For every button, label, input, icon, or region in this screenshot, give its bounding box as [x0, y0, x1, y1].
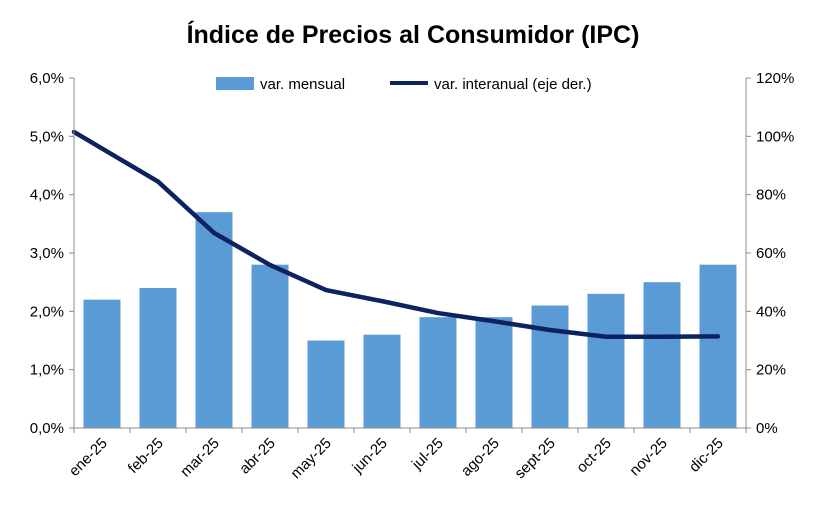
bar-sept-25: [531, 305, 569, 428]
right-tick-label: 60%: [756, 245, 786, 262]
legend: var. mensual var. interanual (eje der.): [216, 76, 592, 93]
bar-feb-25: [139, 288, 177, 428]
bar-may-25: [307, 340, 345, 428]
right-tick-label: 100%: [756, 128, 794, 145]
bar-jun-25: [363, 334, 401, 428]
left-tick-label: 6,0%: [30, 70, 64, 87]
left-tick-label: 1,0%: [30, 362, 64, 379]
x-tick-label: may-25: [287, 435, 334, 482]
bar-ene-25: [83, 299, 121, 428]
bar-ago-25: [475, 317, 513, 428]
x-tick-label: mar-25: [177, 435, 223, 481]
x-tick-label: dic-25: [686, 435, 727, 476]
line-series-layer: [71, 129, 721, 339]
bar-oct-25: [587, 293, 625, 428]
chart-title: Índice de Precios al Consumidor (IPC): [187, 20, 640, 49]
right-tick-label: 0%: [756, 420, 778, 437]
left-tick-label: 4,0%: [30, 187, 64, 204]
x-tick-label: sept-25: [511, 435, 558, 482]
left-tick-label: 2,0%: [30, 303, 64, 320]
legend-swatch-bar: [216, 77, 254, 90]
x-tick-label: jul-25: [408, 435, 447, 474]
x-tick-label: abr-25: [236, 435, 279, 478]
bar-nov-25: [643, 282, 681, 428]
x-tick-label: jun-25: [349, 435, 391, 477]
left-tick-label: 5,0%: [30, 128, 64, 145]
right-axis-ticks: 0% 20% 40% 60% 80% 100% 120%: [746, 70, 794, 437]
x-tick-label: ago-25: [458, 435, 503, 480]
x-axis-ticks: ene-25 feb-25 mar-25 abr-25 may-25 jun-25 jul-…: [66, 428, 747, 482]
line-interanual: [71, 129, 721, 339]
x-tick-label: feb-25: [125, 435, 167, 477]
right-tick-label: 20%: [756, 362, 786, 379]
x-tick-label: ene-25: [66, 435, 111, 480]
left-tick-label: 0,0%: [30, 420, 64, 437]
bar-jul-25: [419, 317, 457, 428]
bar-dic-25: [699, 264, 737, 428]
x-tick-label: oct-25: [573, 435, 615, 477]
left-tick-label: 3,0%: [30, 245, 64, 262]
bar-mar-25: [195, 212, 233, 428]
bar-abr-25: [251, 264, 289, 428]
legend-label-line: var. interanual (eje der.): [434, 76, 592, 93]
right-tick-label: 80%: [756, 187, 786, 204]
bar-series: [83, 212, 737, 428]
right-tick-label: 120%: [756, 70, 794, 87]
x-tick-label: nov-25: [626, 435, 670, 479]
legend-label-bar: var. mensual: [260, 76, 345, 93]
right-tick-label: 40%: [756, 303, 786, 320]
left-axis-ticks: 0,0% 1,0% 2,0% 3,0% 4,0% 5,0% 6,0%: [30, 70, 74, 437]
